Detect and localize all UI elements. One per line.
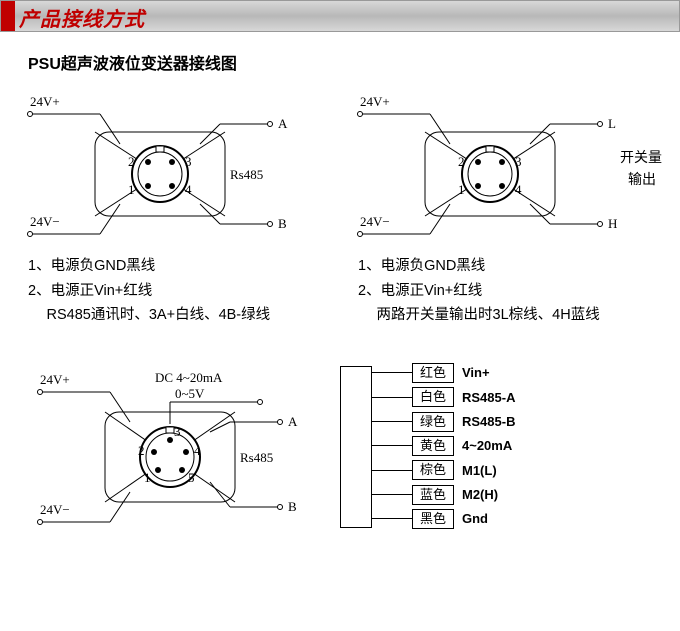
wire-line [372,372,412,373]
diagram-b: 24V+ 24V− L H 2 3 1 4 [330,84,680,328]
wire-row: 黑色 Gnd [372,508,515,530]
label-l: L [608,116,616,131]
wire-row: 绿色 RS485-B [372,411,515,433]
label-rs485: Rs485 [230,167,263,182]
wire-color-label: 红色 [412,363,454,383]
wire-signal-label: Vin+ [462,365,490,380]
wire-row: 蓝色 M2(H) [372,484,515,506]
wire-row: 黄色 4~20mA [372,435,515,457]
wire-signal-label: RS485-B [462,414,515,429]
diagram-a-notes: 1、电源负GND黑线 2、电源正Vin+红线 RS485通讯时、3A+白线、4B… [28,254,330,328]
wire-color-label: 黑色 [412,509,454,529]
note-a1: 1、电源负GND黑线 [28,254,330,279]
wire-signal-label: M2(H) [462,487,498,502]
pin-1: 1 [128,182,135,197]
page-subtitle: PSU超声波液位变送器接线图 [28,50,680,74]
pin-1-c: 1 [144,470,151,485]
wire-line [372,445,412,446]
label-24v-minus-b: 24V− [360,214,390,229]
note-b2: 2、电源正Vin+红线 [358,279,680,304]
note-b3: 两路开关量输出时3L棕线、4H蓝线 [358,303,680,328]
label-24v-plus-c: 24V+ [40,372,70,387]
pin-2: 2 [128,154,135,169]
section-header: 产品接线方式 [0,0,680,32]
pin-3-c: 3 [174,424,181,439]
wire-line [372,470,412,471]
label-24v-plus: 24V+ [30,94,60,109]
wire-line [372,494,412,495]
label-b-c: B [288,499,297,514]
wire-row: 棕色 M1(L) [372,459,515,481]
label-a-c: A [288,414,298,429]
pin-4: 4 [185,182,192,197]
pin-4-b: 4 [515,182,522,197]
wire-color-label: 蓝色 [412,485,454,505]
wire-row: 红色 Vin+ [372,362,515,384]
pin-3-b: 3 [515,154,522,169]
pin-5-c: 5 [188,470,195,485]
label-24v-plus-b: 24V+ [360,94,390,109]
note-a3: RS485通讯时、3A+白线、4B-绿线 [28,303,330,328]
wire-table: 红色 Vin+ 白色 RS485-A 绿色 RS485-B 黄色 4~20mA 棕色 M1(L) 蓝… [340,352,660,542]
pin-2-b: 2 [458,154,465,169]
wire-color-label: 绿色 [412,412,454,432]
label-05v: 0~5V [175,386,205,401]
diagram-c: 24V+ 24V− DC 4~20mA 0~5V A B [0,352,340,542]
label-switch1: 开关量 [620,149,662,165]
diagram-c-svg: 24V+ 24V− DC 4~20mA 0~5V A B [0,352,340,542]
note-b1: 1、电源负GND黑线 [358,254,680,279]
note-a2: 2、电源正Vin+红线 [28,279,330,304]
pin-1-b: 1 [458,182,465,197]
wire-color-label: 黄色 [412,436,454,456]
header-title: 产品接线方式 [19,3,145,32]
wire-signal-label: M1(L) [462,463,497,478]
connector-block [340,366,372,528]
wire-line [372,518,412,519]
wire-signal-label: RS485-A [462,390,515,405]
diagram-b-svg: 24V+ 24V− L H 2 3 1 4 [330,84,680,254]
label-b: B [278,216,287,231]
label-switch2: 输出 [628,171,656,187]
diagram-a: 24V+ 24V− A B [0,84,330,328]
pin-3: 3 [185,154,192,169]
label-rs485-c: Rs485 [240,450,273,465]
label-dc420: DC 4~20mA [155,370,223,385]
wire-line [372,397,412,398]
label-24v-minus-c: 24V− [40,502,70,517]
label-24v-minus: 24V− [30,214,60,229]
header-accent [1,1,15,31]
pin-4-c: 4 [194,443,201,458]
wire-signal-label: 4~20mA [462,438,512,453]
wire-color-label: 棕色 [412,460,454,480]
diagram-b-notes: 1、电源负GND黑线 2、电源正Vin+红线 两路开关量输出时3L棕线、4H蓝线 [358,254,680,328]
pin-2-c: 2 [138,443,145,458]
diagram-a-svg: 24V+ 24V− A B [0,84,330,254]
wire-color-label: 白色 [412,387,454,407]
wire-line [372,421,412,422]
label-h: H [608,216,617,231]
wire-signal-label: Gnd [462,511,488,526]
label-a: A [278,116,288,131]
wire-row: 白色 RS485-A [372,386,515,408]
